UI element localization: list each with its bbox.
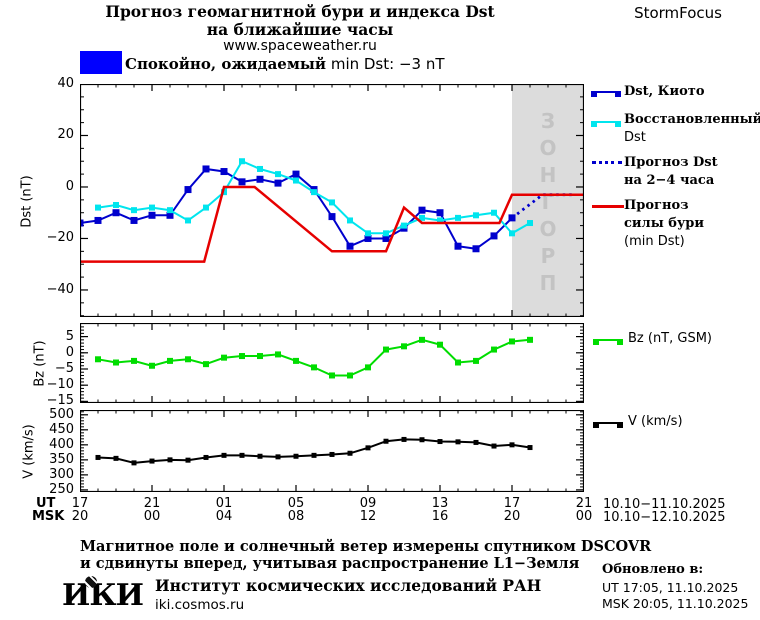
date-range-ut: 10.10−11.10.2025 [603,497,726,512]
storm-status-text-ru: Спокойно, ожидаемый [125,55,327,73]
ytick-label: −40 [46,281,74,297]
ytick-label: 5 [65,328,74,344]
square-marker-icon [591,91,597,97]
storm-forecast-legend-marker [592,205,624,208]
ytick-label: −15 [46,393,74,409]
legend-storm-line3: (min Dst) [624,234,685,249]
square-marker-icon [593,339,599,345]
xtick-ut-label: 13 [431,496,449,511]
ytick-label: 300 [49,466,74,482]
updated-label: Обновлено в: [602,562,704,577]
bz-legend-marker [593,339,623,345]
svg-text:Р: Р [541,244,556,268]
v-chart [80,410,584,492]
svg-text:О: О [539,136,556,160]
bz-chart [80,323,584,403]
institute-url[interactable]: iki.cosmos.ru [155,597,245,613]
iki-logo: ИКИ [62,578,144,613]
square-marker-icon [617,339,623,345]
dst-kyoto-legend-marker [591,91,621,97]
svg-text:П: П [540,271,557,295]
ytick-label: 400 [49,436,74,452]
legend-forecast-dst-line2: на 2−4 часа [624,173,715,188]
ytick-label: −10 [46,377,74,393]
ut-row-label: UT [36,496,56,511]
msk-row-label: MSK [32,509,65,524]
legend-forecast-dst-line1: Прогноз Dst [624,155,718,170]
square-marker-icon [615,91,621,97]
svg-text:О: О [539,217,556,241]
dst-axis-title: Dst (nT) [19,175,35,228]
legend-storm-line1: Прогноз [624,198,689,213]
legend-v: V (km/s) [628,414,683,429]
iki-satellite-icon [85,576,97,588]
ytick-label: 500 [49,406,74,422]
xtick-ut-label: 21 [143,496,161,511]
svg-text:З: З [541,109,555,133]
legend-restored-line2: Dst [624,130,646,145]
updated-msk: MSK 20:05, 11.10.2025 [602,596,749,611]
square-marker-icon [593,422,599,428]
xtick-msk-label: 00 [143,509,161,524]
ytick-label: 0 [65,344,74,360]
date-range-msk: 10.10−12.10.2025 [603,510,726,525]
xtick-ut-label: 17 [71,496,89,511]
page-subtitle: на ближайшие часы [206,20,394,39]
storm-level-swatch [80,51,122,74]
square-marker-icon [617,422,623,428]
storm-status: Спокойно, ожидаемый min Dst: −3 nT [125,55,445,73]
v-legend-marker [593,422,623,428]
ytick-label: 450 [49,421,74,437]
ytick-label: 40 [57,76,74,91]
square-marker-icon [615,121,621,127]
ytick-label: −5 [54,360,74,376]
site-link[interactable]: www.spaceweather.ru [223,38,377,54]
storm-status-text-en: min Dst: −3 nT [330,55,445,73]
legend-storm-line2: силы бури [624,216,705,231]
square-marker-icon [591,121,597,127]
note-line1: Магнитное поле и солнечный ветер измерен… [80,538,652,555]
xtick-msk-label: 08 [287,509,305,524]
legend-dst-kyoto: Dst, Киото [624,84,705,99]
ytick-label: −20 [46,230,74,246]
xtick-msk-label: 00 [575,509,593,524]
legend-bz: Bz (nT, GSM) [628,331,713,346]
xtick-ut-label: 21 [575,496,593,511]
note-line2: и сдвинуты вперед, учитывая распростране… [80,555,580,572]
forecast-dst-legend-marker [592,161,622,164]
xtick-msk-label: 12 [359,509,377,524]
xtick-ut-label: 05 [287,496,305,511]
xtick-ut-label: 01 [215,496,233,511]
xtick-msk-label: 16 [431,509,449,524]
xtick-msk-label: 04 [215,509,233,524]
xtick-msk-label: 20 [71,509,89,524]
institute-name: Институт космических исследований РАН [155,576,542,595]
ytick-label: 250 [49,481,74,497]
xtick-ut-label: 17 [503,496,521,511]
svg-text:Н: Н [540,163,557,187]
ytick-label: 20 [57,127,74,143]
updated-ut: UT 17:05, 11.10.2025 [602,580,739,595]
legend-restored-line1: Восстановленный [624,112,760,127]
ytick-label: 350 [49,451,74,467]
page-title: Прогноз геомагнитной бури и индекса Dst [105,2,495,21]
restored-dst-legend-marker [591,121,621,127]
xtick-ut-label: 09 [359,496,377,511]
xtick-msk-label: 20 [503,509,521,524]
brand-label: StormFocus [634,4,722,22]
ytick-label: 0 [65,178,74,194]
